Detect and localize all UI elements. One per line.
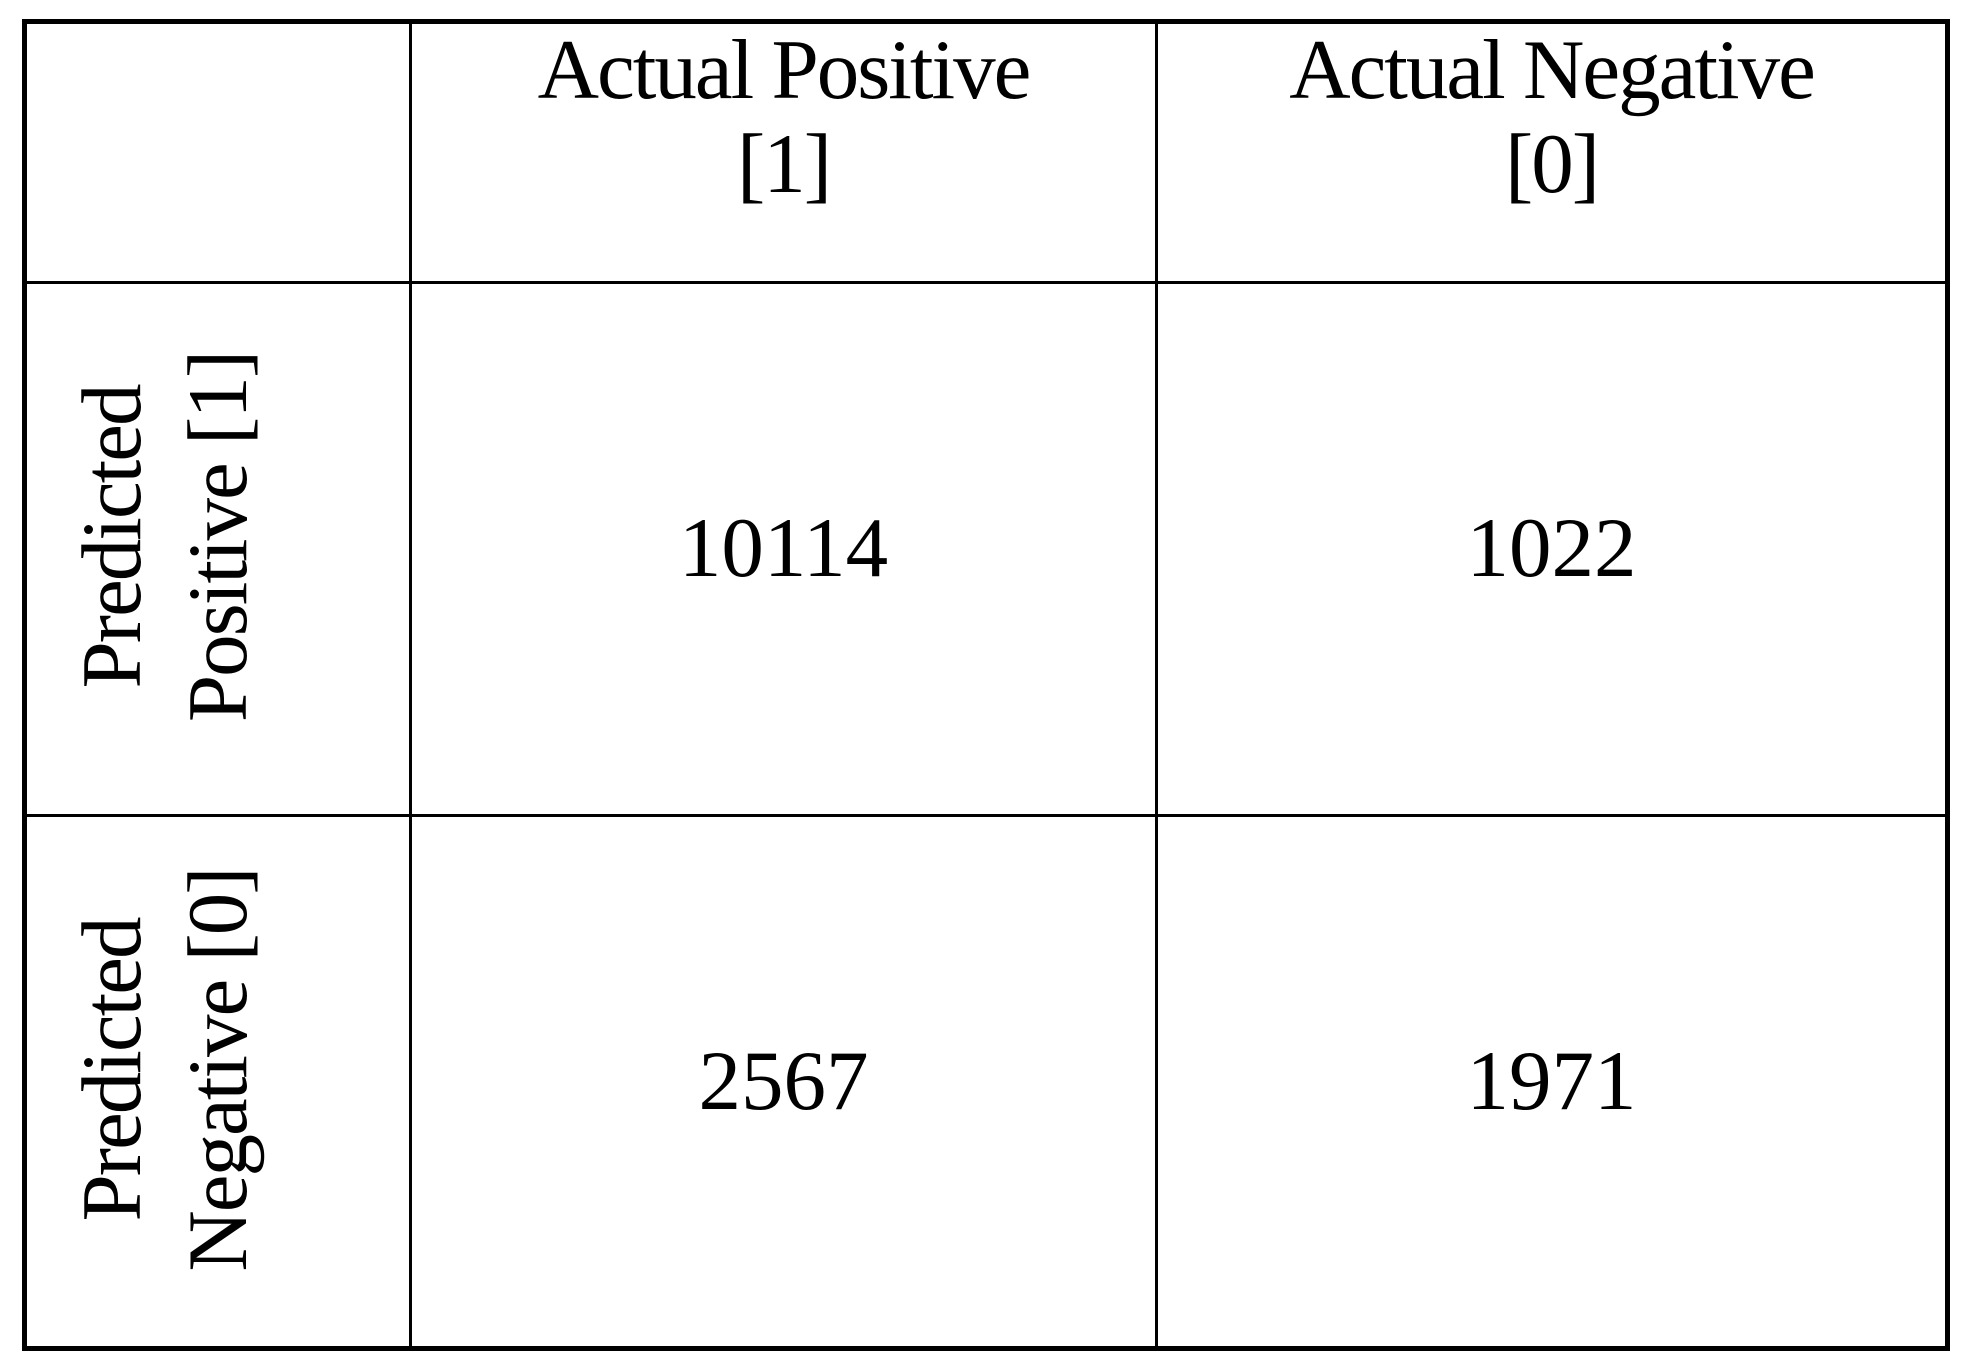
corner-cell: [27, 24, 409, 281]
rotated-label: Predicted Positive [1]: [59, 352, 272, 722]
cell-true-positive: 10114: [409, 281, 1155, 814]
row-header-predicted-negative: Predicted Negative [0]: [27, 814, 409, 1346]
confusion-matrix-table: Actual Positive [1] Actual Negative [0] …: [22, 19, 1950, 1351]
col-header-title: Actual Positive: [537, 24, 1032, 117]
col-header-tag: [1]: [736, 116, 832, 211]
row-header-predicted-positive: Predicted Positive [1]: [27, 281, 409, 814]
col-header-title: Actual Negative: [1289, 24, 1816, 117]
row-header-line2: Negative [0]: [171, 867, 265, 1272]
cell-false-positive: 1022: [1155, 281, 1945, 814]
cell-value: 1022: [1466, 501, 1637, 596]
col-header-tag: [0]: [1504, 116, 1600, 211]
cell-value: 1971: [1466, 1033, 1637, 1128]
cell-value: 10114: [678, 501, 889, 596]
col-header-actual-negative: Actual Negative [0]: [1155, 24, 1945, 281]
cell-value: 2567: [698, 1033, 869, 1128]
row-header-line2: Positive [1]: [171, 351, 265, 723]
cell-false-negative: 2567: [409, 814, 1155, 1346]
cell-true-negative: 1971: [1155, 814, 1945, 1346]
col-header-actual-positive: Actual Positive [1]: [409, 24, 1155, 281]
row-header-line1: Predicted: [64, 918, 159, 1222]
row-header-line1: Predicted: [64, 385, 159, 689]
rotated-label: Predicted Negative [0]: [59, 868, 272, 1271]
